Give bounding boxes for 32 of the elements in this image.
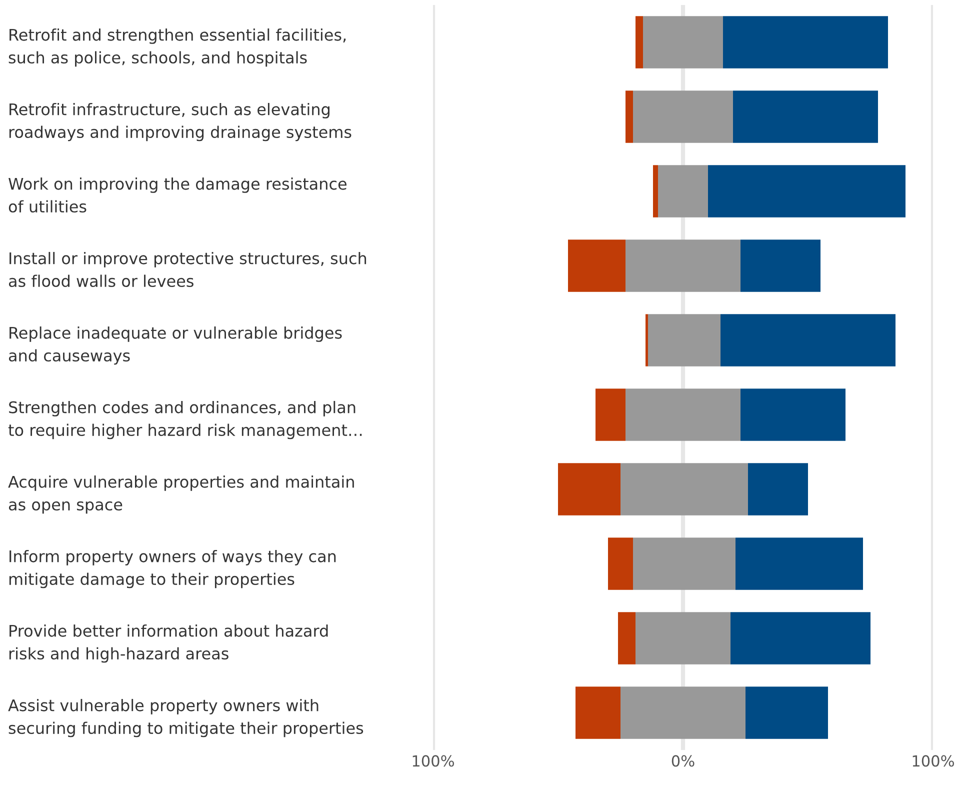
y-tick-label: Assist vulnerable property owners with securing funding to mitigate their properties bbox=[8, 698, 364, 738]
x-tick-label: 100% bbox=[912, 755, 954, 767]
y-tick-label: Retrofit infrastructure, such as elevating roadways and improving drainage systems bbox=[9, 102, 352, 142]
y-tick-label: Strengthen codes and ordinances, and plan to require higher hazard risk management… bbox=[8, 400, 362, 440]
bar bbox=[736, 538, 863, 590]
bar bbox=[748, 463, 808, 516]
bar bbox=[626, 90, 633, 143]
bar bbox=[636, 16, 643, 68]
bar bbox=[568, 240, 626, 292]
y-tick-label: Acquire vulnerable properties and maintain as open space bbox=[8, 475, 354, 514]
bar bbox=[723, 16, 888, 68]
y-tick-label: Provide better information about hazard risks and high-hazard areas bbox=[9, 624, 328, 663]
bar bbox=[708, 165, 906, 218]
bar bbox=[740, 388, 846, 441]
y-tick-label: Work on improving the damage resistance of utilities bbox=[8, 177, 346, 213]
bar bbox=[740, 240, 820, 292]
y-tick-label: Install or improve protective structures, such as flood walls or levees bbox=[8, 252, 366, 288]
y-tick-label: Inform property owners of ways they can mitigate damage to their properties bbox=[9, 550, 336, 588]
bar bbox=[733, 90, 878, 143]
x-tick-label: 100% bbox=[412, 755, 454, 767]
bar bbox=[608, 538, 633, 590]
bar bbox=[618, 612, 636, 664]
bar bbox=[576, 686, 620, 739]
bar bbox=[558, 463, 620, 516]
y-tick-label: Retrofit and strengthen essential facilities, such as police, schools, and hospitals bbox=[8, 28, 346, 67]
bar bbox=[730, 612, 870, 664]
bar bbox=[653, 165, 658, 218]
bar bbox=[720, 314, 896, 366]
x-tick-label: 0% bbox=[672, 755, 694, 767]
bar bbox=[596, 388, 626, 441]
bar bbox=[746, 686, 828, 739]
y-tick-label: Replace inadequate or vulnerable bridges and causeways bbox=[8, 326, 342, 365]
